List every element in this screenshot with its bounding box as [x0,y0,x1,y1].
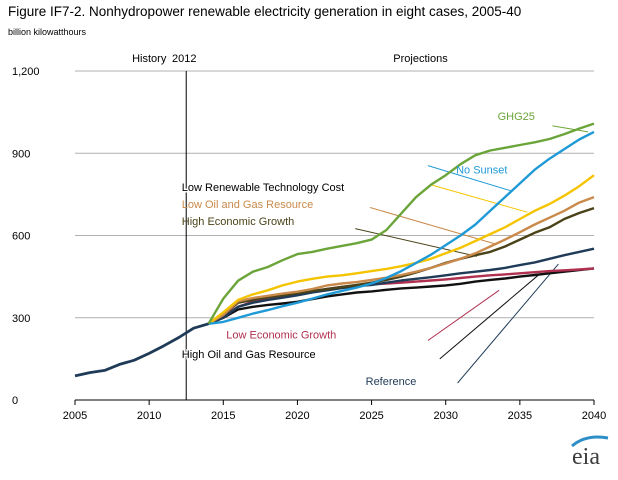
history-line [74,322,209,378]
series-line-high-economic-growth [207,206,595,325]
series-line-low-renewable-technology-cost [207,174,595,325]
x-tick-label: 2015 [211,410,235,422]
eia-logo: eia [572,444,600,470]
eia-logo-swoosh [571,435,609,448]
leader-line [430,184,528,213]
leader-line [552,125,589,133]
series-label: Low Oil and Gas Resource [182,199,313,211]
x-tick-label: 2005 [63,410,87,422]
leader-line [439,274,540,360]
projections-label: Projections [393,53,448,65]
year-2012-label: 2012 [172,53,196,65]
chart-subtitle: billion kilowatthours [8,27,87,37]
series-label: Reference [366,376,417,388]
x-tick-label: 2020 [285,410,309,422]
y-tick-label: 600 [12,231,30,243]
series-line-low-oil-and-gas-resource [207,195,595,325]
series-label: High Oil and Gas Resource [182,349,316,361]
series-label: Low Economic Growth [226,330,336,342]
series-line-ghg25 [207,122,595,325]
series-label: GHG25 [498,111,535,123]
x-tick-label: 2035 [508,410,532,422]
series-label: High Economic Growth [182,216,295,228]
x-tick-label: 2040 [582,410,606,422]
leader-line [427,289,500,341]
leader-line [355,228,477,257]
y-tick-label: 900 [12,148,30,160]
x-tick-label: 2030 [433,410,457,422]
y-tick-label: 1,200 [12,66,40,78]
leader-line [427,165,512,192]
series-line-reference [208,247,595,325]
series-label: Low Renewable Technology Cost [182,182,344,194]
chart-title: Figure IF7-2. Nonhydropower renewable el… [8,4,522,19]
y-tick-label: 300 [12,313,30,325]
leader-line [457,263,559,384]
series-line-no-sunset [208,130,595,325]
x-tick-label: 2025 [359,410,383,422]
x-tick-label: 2010 [137,410,161,422]
series-label: No Sunset [456,165,507,177]
series-line-high-oil-and-gas-resource [208,267,595,325]
y-tick-label: 0 [12,395,18,407]
leader-line [369,207,495,245]
history-label: History [132,53,167,65]
